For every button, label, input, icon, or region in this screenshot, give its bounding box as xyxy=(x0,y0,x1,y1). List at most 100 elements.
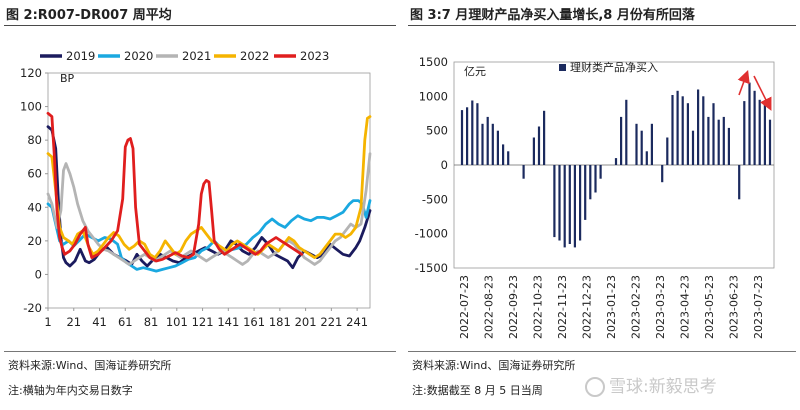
bar xyxy=(635,123,638,165)
x-tick-label: 2023-05-23 xyxy=(703,275,716,339)
legend-label-2022: 2022 xyxy=(240,49,269,63)
bar xyxy=(758,99,761,165)
x-tick-label: 2022-11-23 xyxy=(556,275,569,339)
bar xyxy=(579,165,582,241)
bar xyxy=(686,103,689,165)
legend-label: 理财类产品净买入 xyxy=(570,60,658,74)
bar xyxy=(743,101,746,165)
x-tick-label: 201 xyxy=(295,315,317,329)
bar xyxy=(589,165,592,200)
y-tick-label: -500 xyxy=(422,192,448,206)
bar xyxy=(481,123,484,165)
y-axis-unit-label: BP xyxy=(60,72,75,85)
bar xyxy=(599,165,602,179)
bar xyxy=(522,165,525,179)
bar xyxy=(543,110,546,165)
x-tick-label: 2023-04-23 xyxy=(679,275,692,339)
watermark-text: 雪球:新毅思考 xyxy=(609,377,717,397)
red-arrow-up-icon xyxy=(737,69,750,96)
bar xyxy=(645,151,648,165)
y-tick-label: 60 xyxy=(27,167,42,181)
x-tick-label: 1 xyxy=(44,315,51,329)
x-tick-label: 2023-02-23 xyxy=(630,275,643,339)
bar xyxy=(625,99,628,165)
x-tick-label: 2022-07-23 xyxy=(458,275,471,339)
legend-label-2023: 2023 xyxy=(300,49,329,63)
left-source-text: 资料来源:Wind、国海证券研究所 xyxy=(8,359,172,372)
left-bottom-rule xyxy=(4,351,396,352)
bar xyxy=(676,90,679,165)
y-tick-label: 1500 xyxy=(419,55,448,69)
x-tick-label: 221 xyxy=(320,315,342,329)
right-figure-panel: 图 3:7 月理财产品净买入量增长,8 月份有所回落 -1500 -1000 -50… xyxy=(404,0,800,410)
bar xyxy=(532,137,535,165)
bar xyxy=(650,123,653,165)
legend-swatch xyxy=(559,64,566,71)
bar xyxy=(614,158,618,165)
bar xyxy=(763,103,766,165)
x-tick-label: 2022-12-23 xyxy=(581,275,594,339)
bar xyxy=(584,165,587,220)
y-tick-label: 0 xyxy=(441,158,448,172)
bar xyxy=(471,100,474,165)
x-tick-label: 141 xyxy=(217,315,239,329)
left-note-text: 注:横轴为年内交易日数字 xyxy=(8,384,133,397)
left-figure-title: 图 2:R007-DR007 周平均 xyxy=(6,8,172,23)
left-figure-panel: 图 2:R007-DR007 周平均 -20 0 20 40 60 80 100 120 1 21… xyxy=(4,8,396,397)
bar xyxy=(681,96,684,165)
y-tick-label: -1000 xyxy=(415,227,448,241)
x-tick-label: 2023-01-23 xyxy=(605,275,618,339)
bar xyxy=(753,90,756,165)
bar xyxy=(702,96,705,165)
bar xyxy=(666,137,669,165)
y-tick-label: -20 xyxy=(23,301,42,315)
y-tick-label: 1000 xyxy=(419,89,448,103)
bar xyxy=(712,103,715,165)
bar xyxy=(558,165,561,241)
bar xyxy=(768,119,772,165)
plot-frame xyxy=(47,72,371,309)
x-tick-label: 2023-03-23 xyxy=(654,275,667,339)
y-tick-label: 0 xyxy=(35,267,42,281)
bar xyxy=(640,130,643,165)
bar xyxy=(491,123,494,165)
x-tick-label: 2022-10-23 xyxy=(532,275,545,339)
legend-label-2020: 2020 xyxy=(124,49,153,63)
bar-chart: -1500 -1000 -500 0 500 1000 1500 2022-07-23 2022… xyxy=(415,55,775,339)
x-tick-label: 2023-06-23 xyxy=(728,275,741,339)
bar xyxy=(486,116,489,165)
bar xyxy=(507,151,510,165)
bar xyxy=(460,110,464,165)
y-axis-unit-label: 亿元 xyxy=(464,65,486,78)
bar xyxy=(738,165,741,200)
right-source-text: 资料来源:Wind、国海证券研究所 xyxy=(412,359,576,372)
right-title-rule xyxy=(408,25,796,26)
x-tick-label: 21 xyxy=(66,315,81,329)
x-tick-label: 2023-07-23 xyxy=(752,275,765,339)
snowball-logo-icon xyxy=(585,377,605,397)
bar xyxy=(537,126,541,165)
right-figure-title: 图 3:7 月理财产品净买入量增长,8 月份有所回落 xyxy=(410,8,695,23)
x-tick-label: 2022-09-23 xyxy=(507,275,520,339)
legend-label-2021: 2021 xyxy=(182,49,211,63)
x-tick-label: 41 xyxy=(92,315,107,329)
x-tick-label: 101 xyxy=(166,315,188,329)
y-tick-label: 40 xyxy=(27,200,42,214)
x-tick-label: 121 xyxy=(192,315,214,329)
bar xyxy=(671,95,674,165)
legend-label-2019: 2019 xyxy=(66,49,95,63)
bar xyxy=(727,127,730,165)
bar xyxy=(466,107,469,165)
bar xyxy=(620,116,623,165)
x-tick-label: 2022-08-23 xyxy=(483,275,496,339)
x-tick-label: 61 xyxy=(118,315,133,329)
y-tick-label: 20 xyxy=(27,234,42,248)
bar xyxy=(476,103,479,165)
red-arrow-down-icon xyxy=(753,75,772,111)
series-line-2023 xyxy=(46,111,304,263)
bar xyxy=(594,165,597,193)
left-title-rule xyxy=(4,25,396,26)
x-tick-label: 161 xyxy=(243,315,265,329)
chart-legend: 2019 2020 2021 2022 2023 xyxy=(40,49,329,63)
bar xyxy=(563,165,566,248)
